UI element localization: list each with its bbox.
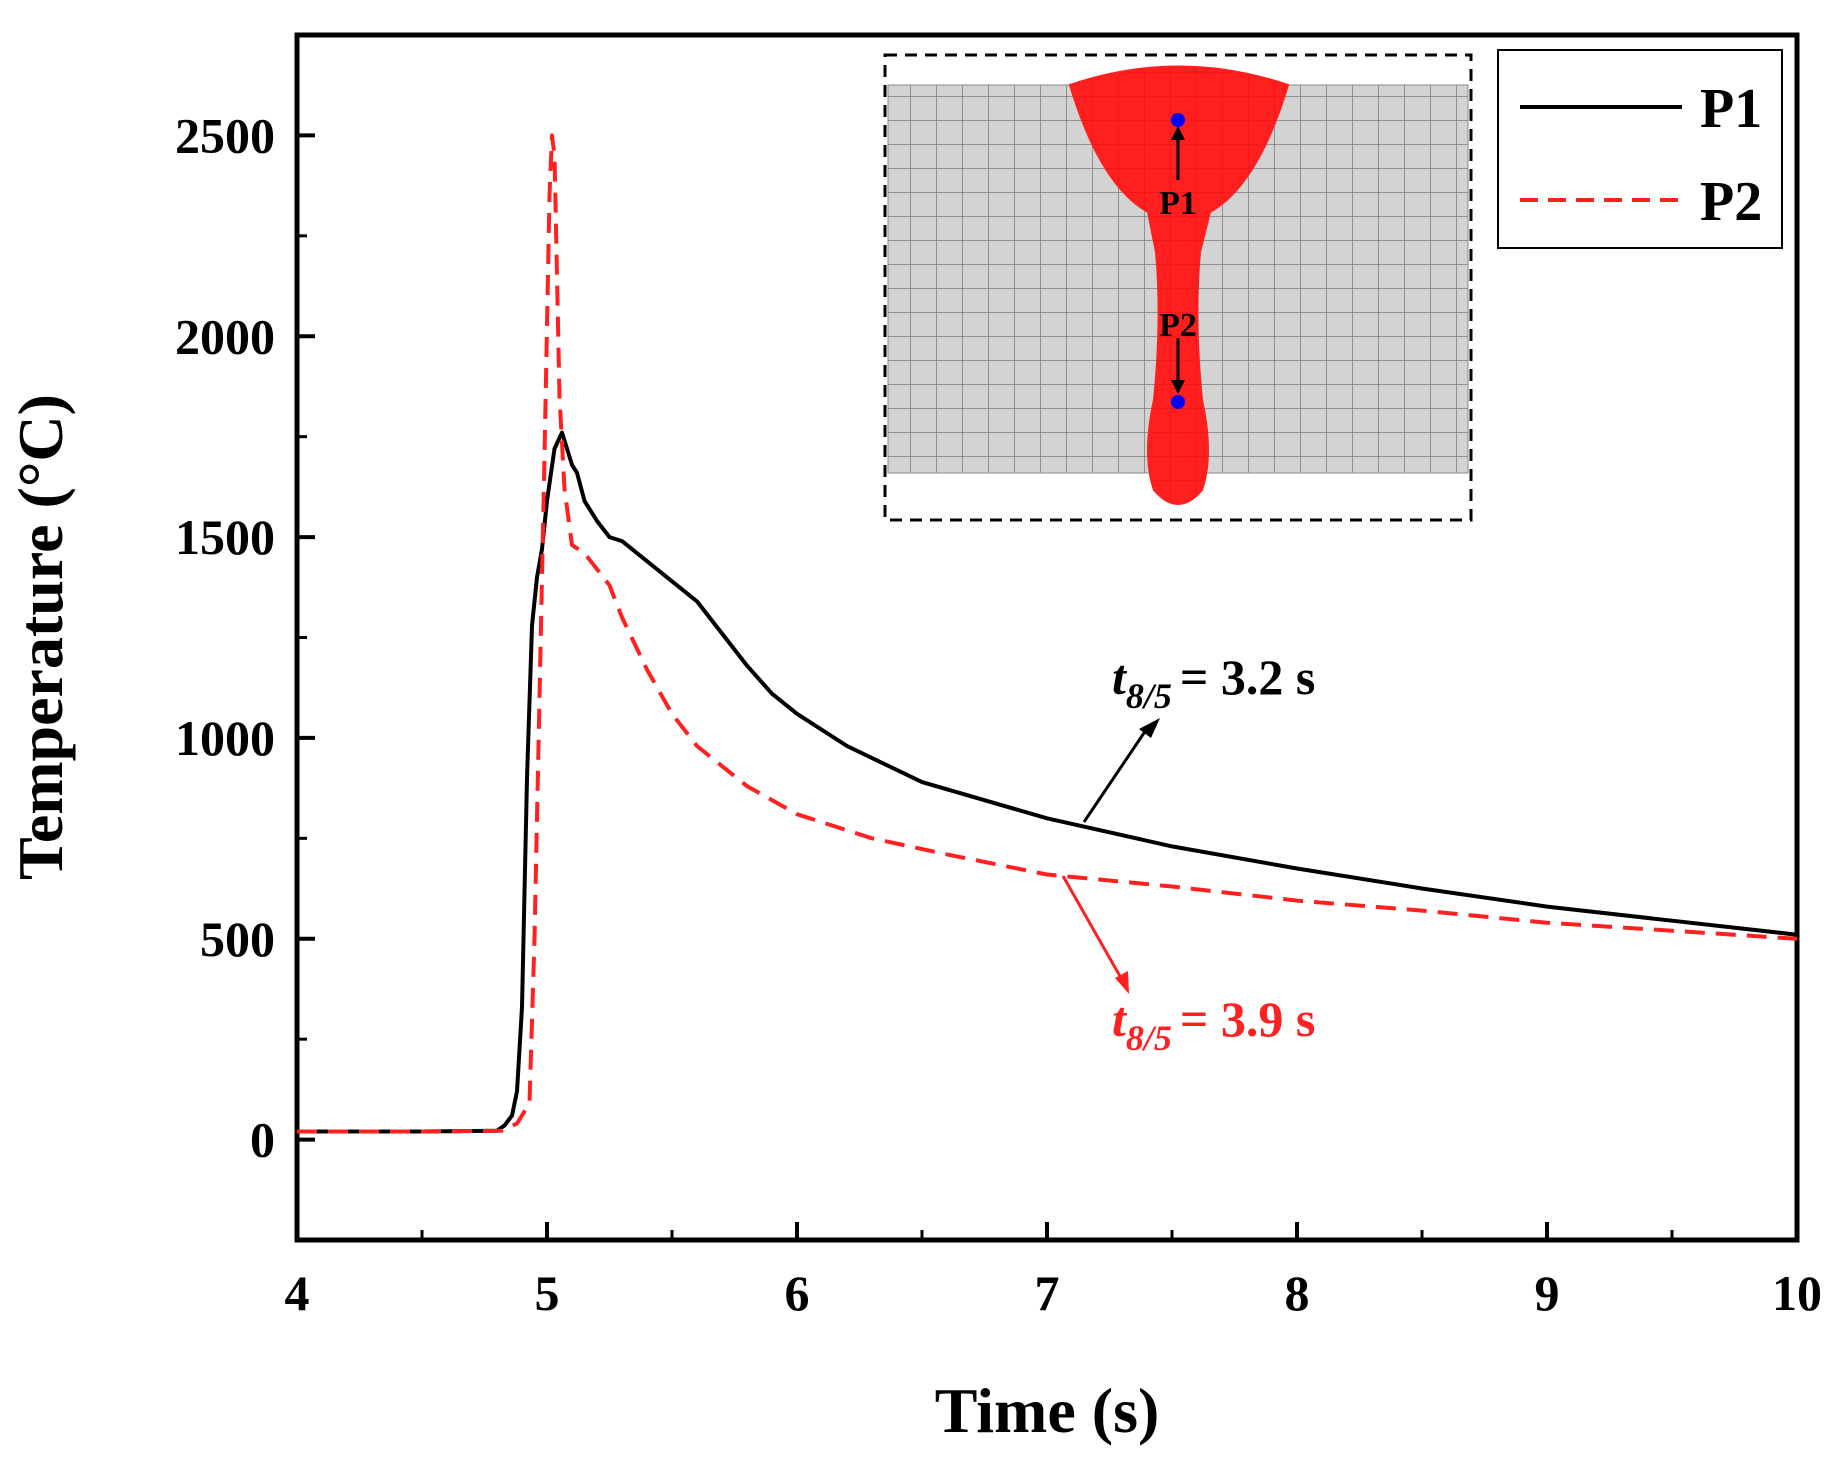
- y-tick-label: 2000: [175, 308, 275, 364]
- y-tick-label: 0: [250, 1112, 275, 1168]
- y-tick-label: 500: [200, 911, 275, 967]
- annotation-arrow-p1: [1082, 718, 1160, 823]
- inset-point-p1: [1171, 113, 1185, 127]
- inset-label-p2: P2: [1159, 307, 1197, 344]
- annotation-p1-base: t: [1112, 649, 1128, 705]
- inset-figure: P1 P2: [883, 53, 1473, 522]
- annotation-p1-sub: 8/5: [1126, 676, 1172, 716]
- x-tick-label: 6: [785, 1265, 810, 1321]
- x-axis-tick-labels: 4 5 6 7 8 9 10: [285, 1265, 1823, 1321]
- y-axis-title: Temperature (°C): [5, 394, 76, 880]
- x-tick-label: 9: [1535, 1265, 1560, 1321]
- series-layer: [295, 133, 1799, 1134]
- x-axis-ticks: [295, 1222, 1799, 1240]
- x-tick-label: 7: [1035, 1265, 1060, 1321]
- annotation-p1-value: = 3.2 s: [1180, 649, 1315, 705]
- x-axis-title: Time (s): [935, 1375, 1160, 1446]
- annotation-p2: t8/5 = 3.9 s: [1112, 991, 1315, 1058]
- y-tick-label: 1500: [175, 509, 275, 565]
- y-tick-label: 2500: [175, 107, 275, 163]
- y-tick-label: 1000: [175, 710, 275, 766]
- inset-weld-zone: [1068, 65, 1290, 505]
- inset-arrowhead-p2: [1171, 380, 1185, 394]
- annotation-p2-base: t: [1112, 991, 1128, 1047]
- annotation-arrow-p2: [1061, 875, 1129, 994]
- annotation-p2-sub: 8/5: [1126, 1018, 1172, 1058]
- inset-point-p2: [1171, 395, 1185, 409]
- x-tick-label: 10: [1772, 1265, 1822, 1321]
- inset-label-p1: P1: [1159, 185, 1197, 222]
- x-tick-label: 4: [285, 1265, 310, 1321]
- legend-label-p1: P1: [1700, 78, 1762, 140]
- legend: P1 P2: [1497, 49, 1783, 249]
- inset-arrowhead-p1: [1171, 126, 1185, 140]
- x-tick-label: 8: [1285, 1265, 1310, 1321]
- annotation-p1: t8/5 = 3.2 s: [1112, 649, 1315, 716]
- series-line-p1: [295, 430, 1799, 1134]
- x-tick-label: 5: [535, 1265, 560, 1321]
- y-axis-ticks: [297, 33, 315, 1242]
- annotation-p2-value: = 3.9 s: [1180, 991, 1315, 1047]
- y-axis-tick-labels: 0 500 1000 1500 2000 2500: [175, 107, 275, 1167]
- legend-label-p2: P2: [1700, 171, 1762, 233]
- legend-box: [1497, 49, 1783, 249]
- series-line-p2: [297, 133, 1798, 1134]
